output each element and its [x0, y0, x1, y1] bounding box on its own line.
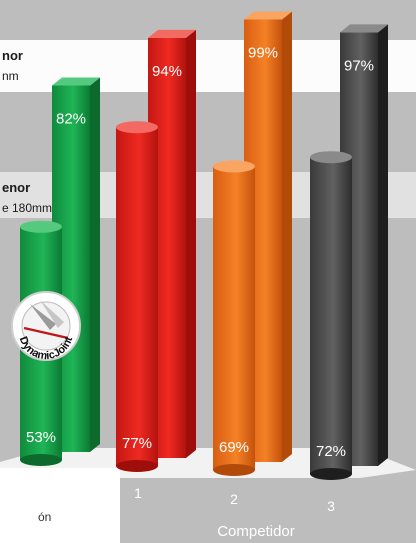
value-label-front-competitor-2: 69%	[219, 439, 249, 456]
value-label-back-competitor-2: 99%	[248, 44, 278, 61]
value-label-back-competitor-1: 94%	[152, 63, 182, 80]
row-top-sublabel: nm	[2, 69, 19, 83]
value-label-back-dynamicjoint: 82%	[56, 110, 86, 127]
row-bottom-sublabel: e 180mm	[2, 201, 52, 215]
value-label-front-dynamicjoint: 53%	[26, 429, 56, 446]
row-top-label: nor	[2, 48, 23, 63]
category-label-2: 2	[230, 491, 238, 507]
value-label-front-competitor-1: 77%	[122, 435, 152, 452]
value-label-back-competitor-3: 97%	[344, 57, 374, 74]
floor-left	[0, 468, 120, 543]
row-bottom-label: enor	[2, 180, 30, 195]
category-label-3: 3	[327, 498, 335, 514]
dynamicjoint-logo: DynamicJoint	[11, 291, 81, 362]
bar-front-competitor-1	[116, 121, 158, 472]
value-label-front-competitor-3: 72%	[316, 443, 346, 460]
bottom-left-fragment: ón	[38, 510, 51, 524]
x-axis-title: Competidor	[217, 523, 295, 540]
category-label-1: 1	[134, 485, 142, 501]
band-top	[0, 40, 416, 92]
competitor-panel	[120, 470, 416, 543]
bar-front-competitor-3	[310, 151, 352, 480]
front-bars: 53% 77% 69% 72%	[20, 121, 352, 480]
bar-front-competitor-2	[213, 160, 255, 476]
